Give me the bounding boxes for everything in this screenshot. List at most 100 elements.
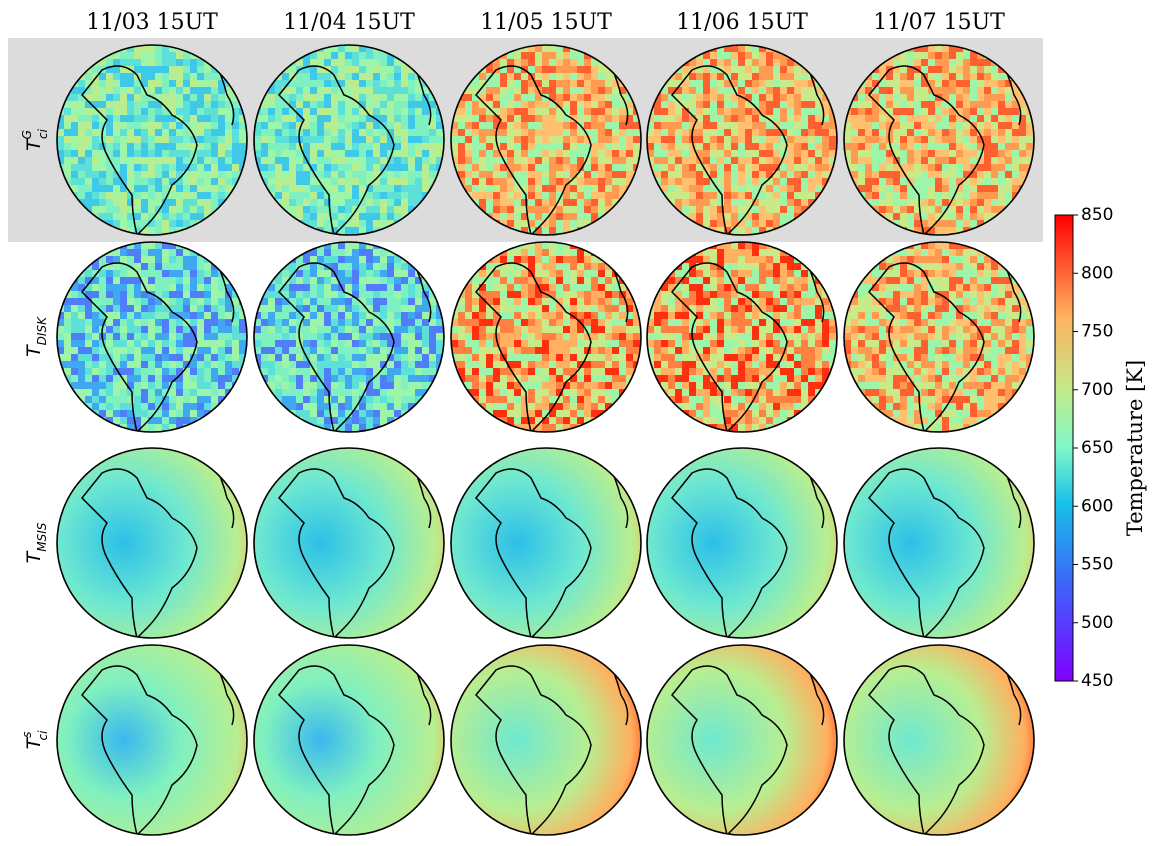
map-pixel [268,143,275,150]
map-pixel [942,108,949,115]
map-pixel [225,375,232,382]
map-pixel [148,263,155,270]
map-pixel [914,143,921,150]
map-pixel [148,270,155,277]
map-pixel [162,312,169,319]
map-pixel [373,136,380,143]
map-pixel [197,298,204,305]
map-pixel [500,178,507,185]
map-pixel [493,199,500,206]
map-pixel [801,101,808,108]
map-pixel [113,431,120,432]
map-pixel [780,108,787,115]
map-pixel [928,178,935,185]
map-pixel [204,150,211,157]
map-pixel [148,157,155,164]
map-pixel [696,108,703,115]
map-pixel [1019,164,1026,171]
map-pixel [710,108,717,115]
map-pixel [619,115,626,122]
map-pixel [176,256,183,263]
map-pixel [528,150,535,157]
map-pixel [225,431,232,432]
map-pixel [921,220,928,227]
map-pixel [211,242,218,249]
map-pixel [373,199,380,206]
map-pixel [268,122,275,129]
map-pixel [148,227,155,234]
map-pixel [422,129,429,136]
map-pixel [141,157,148,164]
map-pixel [275,354,282,361]
map-pixel [535,227,542,234]
map-pixel [296,101,303,108]
map-pixel [689,199,696,206]
map-pixel [535,143,542,150]
map-pixel [218,396,225,403]
map-pixel [162,403,169,410]
map-pixel [148,213,155,220]
map-pixel [851,101,858,108]
map-pixel [851,150,858,157]
map-pixel [211,326,218,333]
map-pixel [197,129,204,136]
map-pixel [296,143,303,150]
map-pixel [211,178,218,185]
map-pixel [85,115,92,122]
map-pixel [169,122,176,129]
map-pixel [282,270,289,277]
map-pixel [970,129,977,136]
map-pixel [99,101,106,108]
map-pixel [169,431,176,432]
map-pixel [78,277,85,284]
map-pixel [949,220,956,227]
map-pixel [141,59,148,66]
map-pixel [696,73,703,80]
map-pixel [928,45,935,52]
map-pixel [190,396,197,403]
map-pixel [514,59,521,66]
map-pixel [120,431,127,432]
map-pixel [204,340,211,347]
map-pixel [261,424,268,431]
map-pixel [64,164,71,171]
map-pixel [169,284,176,291]
map-pixel [254,249,261,256]
map-pixel [493,80,500,87]
map-pixel [465,157,472,164]
map-pixel [1019,108,1026,115]
map-pixel [535,52,542,59]
map-pixel [556,150,563,157]
map-pixel [731,108,738,115]
map-pixel [232,263,239,270]
map-pixel [148,129,155,136]
map-pixel [893,199,900,206]
map-pixel [254,143,261,150]
map-pixel [893,108,900,115]
map-pixel [366,115,373,122]
map-pixel [970,206,977,213]
map-pixel [408,178,415,185]
map-pixel [886,73,893,80]
map-pixel [759,171,766,178]
map-pixel [176,431,183,432]
map-pixel [872,136,879,143]
map-pixel [1012,108,1019,115]
map-pixel [261,249,268,256]
map-pixel [549,122,556,129]
map-pixel [822,150,829,157]
map-pixel [914,108,921,115]
map-pixel [92,431,99,432]
map-pixel [183,403,190,410]
map-pixel [310,185,317,192]
map-pixel [984,143,991,150]
map-pixel [1012,122,1019,129]
map-pixel [970,136,977,143]
map-pixel [486,115,493,122]
map-pixel [64,143,71,150]
map-pixel [984,171,991,178]
map-pixel [977,108,984,115]
map-pixel [858,150,865,157]
map-pixel [584,73,591,80]
map-pixel [268,396,275,403]
